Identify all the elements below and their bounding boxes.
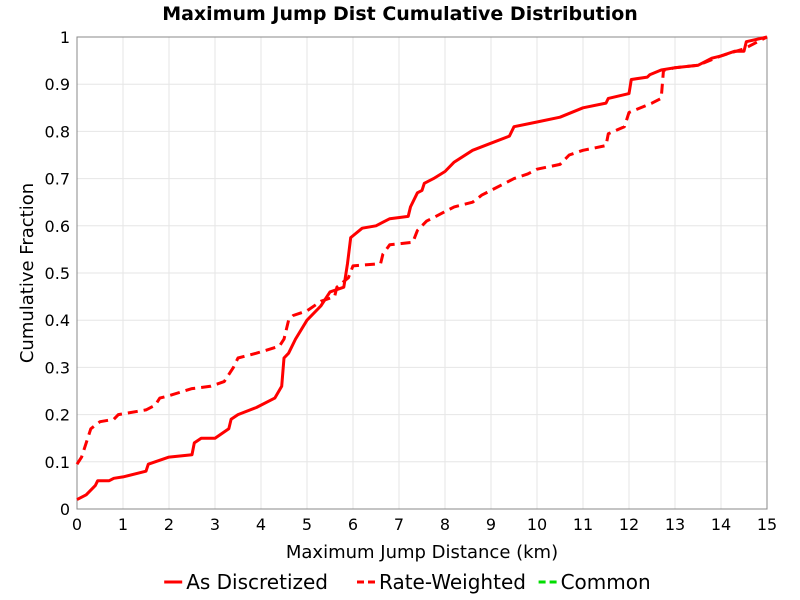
y-axis-title: Cumulative Fraction: [17, 183, 38, 363]
x-tick-label: 2: [164, 515, 174, 534]
y-tick-label: 0.3: [45, 358, 70, 377]
legend-label: Common: [561, 570, 651, 594]
x-tick-label: 15: [757, 515, 777, 534]
x-tick-label: 12: [619, 515, 639, 534]
plot-area: [76, 36, 768, 510]
y-tick-label: 0.8: [45, 122, 70, 141]
x-tick-label: 13: [665, 515, 685, 534]
x-tick-label: 0: [72, 515, 82, 534]
series-line-as-discretized: [76, 35, 768, 501]
x-tick-label: 1: [118, 515, 128, 534]
series-layer: [75, 35, 768, 501]
x-axis-title: Maximum Jump Distance (km): [286, 542, 558, 563]
grid: [76, 36, 768, 510]
x-tick-label: 14: [711, 515, 731, 534]
y-tick-label: 0.7: [45, 170, 70, 189]
tick-labels: 0 1 2 3 4 5 6 7 8 9 10 11 12 13 14 1500.10.20.30.40.50.…: [45, 28, 778, 534]
x-tick-label: 5: [302, 515, 312, 534]
y-tick-label: 0.4: [45, 311, 70, 330]
legend-label: Rate-Weighted: [379, 570, 526, 594]
x-tick-label: 8: [440, 515, 450, 534]
y-tick-label: 0.6: [45, 217, 70, 236]
y-tick-label: 0.9: [45, 75, 70, 94]
series-line-rate-weighted: [75, 35, 768, 466]
y-tick-label: 0.5: [45, 264, 70, 283]
chart-title: Maximum Jump Dist Cumulative Distributio…: [162, 3, 638, 25]
x-tick-label: 4: [256, 515, 266, 534]
y-tick-label: 0.2: [45, 406, 70, 425]
x-tick-label: 3: [210, 515, 220, 534]
x-tick-label: 9: [486, 515, 496, 534]
x-tick-label: 11: [573, 515, 593, 534]
x-tick-label: 6: [348, 515, 358, 534]
legend: As Discretized Rate-Weighted Common: [164, 570, 651, 594]
legend-label: As Discretized: [186, 570, 328, 594]
y-tick-label: 0: [60, 500, 70, 519]
y-tick-label: 1: [60, 28, 70, 47]
x-tick-label: 7: [394, 515, 404, 534]
x-tick-label: 10: [527, 515, 547, 534]
y-tick-label: 0.1: [45, 453, 70, 472]
